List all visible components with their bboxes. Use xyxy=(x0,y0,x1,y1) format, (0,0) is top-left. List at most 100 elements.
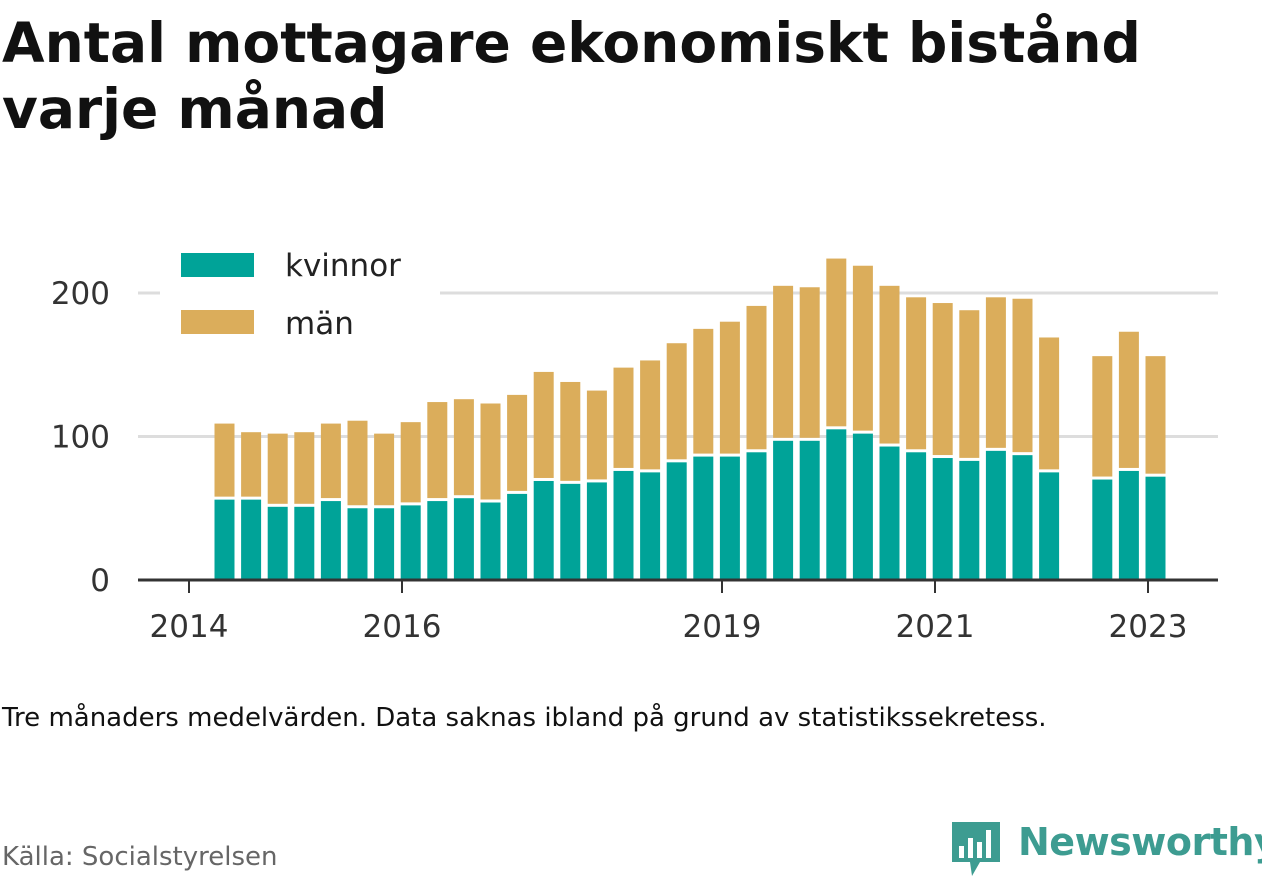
x-tick-label: 2019 xyxy=(683,609,762,645)
bar-stack xyxy=(1012,298,1033,580)
bar-kvinnor xyxy=(959,460,980,580)
bar-kvinnor xyxy=(773,440,794,580)
bar-stack xyxy=(214,423,235,580)
bar-stack xyxy=(773,285,794,580)
bar-stack xyxy=(906,297,927,580)
bar-kvinnor xyxy=(826,429,847,580)
stacked-bar-chart: 0 100 200 2014 2016 2019 2021 2023 kvinnor män xyxy=(50,248,1218,645)
brand-logo[interactable]: Newsworthy xyxy=(950,820,1262,878)
bar-stack xyxy=(932,303,953,580)
bar-stack xyxy=(1118,331,1139,580)
x-tick-label: 2014 xyxy=(150,609,229,645)
bar-man xyxy=(1145,356,1166,474)
bar-man xyxy=(1012,298,1033,453)
bar-stack xyxy=(613,367,634,580)
chart-title: Antal mottagare ekonomiskt bistånd varje… xyxy=(2,11,1141,141)
bar-stack xyxy=(374,433,395,580)
bar-man xyxy=(640,360,661,470)
bar-kvinnor xyxy=(267,506,288,580)
bar-man xyxy=(719,321,740,454)
brand-name: Newsworthy xyxy=(1018,820,1262,864)
bar-man xyxy=(400,422,421,503)
bar-stack xyxy=(427,402,448,580)
legend-swatch-kvinnor xyxy=(181,253,254,277)
chart-note: Tre månaders medelvärden. Data saknas ib… xyxy=(2,703,1047,733)
bar-kvinnor xyxy=(879,446,900,580)
y-tick-label: 200 xyxy=(51,276,110,312)
bar-man xyxy=(693,328,714,454)
legend-swatch-man xyxy=(181,310,254,334)
bar-man xyxy=(560,381,581,481)
bar-man xyxy=(773,285,794,438)
bar-kvinnor xyxy=(294,506,315,580)
bar-stack xyxy=(294,432,315,580)
bar-kvinnor xyxy=(427,501,448,580)
bar-kvinnor xyxy=(241,499,262,580)
bar-kvinnor xyxy=(932,458,953,580)
bar-stack xyxy=(507,394,528,580)
bar-stack xyxy=(1039,337,1060,580)
bar-stack xyxy=(693,328,714,580)
bar-man xyxy=(427,402,448,499)
bar-kvinnor xyxy=(746,452,767,580)
x-tick-label: 2021 xyxy=(896,609,975,645)
bar-man xyxy=(1092,356,1113,477)
bar-stack xyxy=(1145,356,1166,580)
bar-kvinnor xyxy=(1092,479,1113,580)
bar-kvinnor xyxy=(533,480,554,580)
bar-kvinnor xyxy=(640,472,661,580)
bar-man xyxy=(985,297,1006,448)
bar-kvinnor xyxy=(1145,476,1166,580)
y-tick-label: 0 xyxy=(90,563,110,599)
bar-stack xyxy=(453,399,474,580)
bar-kvinnor xyxy=(374,508,395,580)
bar-stack xyxy=(560,381,581,580)
bar-stack xyxy=(826,258,847,580)
legend-label-kvinnor: kvinnor xyxy=(285,248,401,284)
bar-stack xyxy=(959,310,980,580)
bar-man xyxy=(533,371,554,478)
legend-label-man: män xyxy=(285,306,354,342)
bar-stack xyxy=(480,403,501,580)
bar-stack xyxy=(586,390,607,580)
bar-kvinnor xyxy=(1012,455,1033,580)
bar-kvinnor xyxy=(480,502,501,580)
bar-stack xyxy=(799,287,820,580)
bar-man xyxy=(1118,331,1139,468)
bar-kvinnor xyxy=(214,499,235,580)
bar-man xyxy=(959,310,980,458)
bar-stack xyxy=(320,423,341,580)
bar-stack xyxy=(400,422,421,580)
bar-man xyxy=(320,423,341,499)
bar-stack xyxy=(347,420,368,580)
bar-stack xyxy=(1092,356,1113,580)
bar-kvinnor xyxy=(799,440,820,580)
bar-man xyxy=(826,258,847,427)
bar-stack xyxy=(985,297,1006,580)
bar-man xyxy=(746,305,767,450)
bar-man xyxy=(453,399,474,496)
bar-man xyxy=(507,394,528,491)
bar-stack xyxy=(533,371,554,580)
bar-stack xyxy=(241,432,262,580)
bar-man xyxy=(1039,337,1060,470)
bar-man xyxy=(241,432,262,497)
bar-kvinnor xyxy=(347,508,368,580)
bars xyxy=(214,258,1166,580)
bar-stack xyxy=(879,285,900,580)
source-credit: Källa: Socialstyrelsen xyxy=(2,842,278,872)
bar-kvinnor xyxy=(586,482,607,580)
bar-man xyxy=(613,367,634,468)
bar-man xyxy=(906,297,927,450)
bar-stack xyxy=(640,360,661,580)
bar-man xyxy=(852,265,873,431)
bar-kvinnor xyxy=(985,450,1006,580)
bar-kvinnor xyxy=(320,501,341,580)
bar-kvinnor xyxy=(560,483,581,580)
bar-man xyxy=(214,423,235,497)
bar-kvinnor xyxy=(1118,470,1139,580)
x-tick-label: 2016 xyxy=(363,609,442,645)
bar-man xyxy=(586,390,607,480)
y-axis-ticks: 0 100 200 xyxy=(51,276,110,599)
bar-man xyxy=(294,432,315,504)
